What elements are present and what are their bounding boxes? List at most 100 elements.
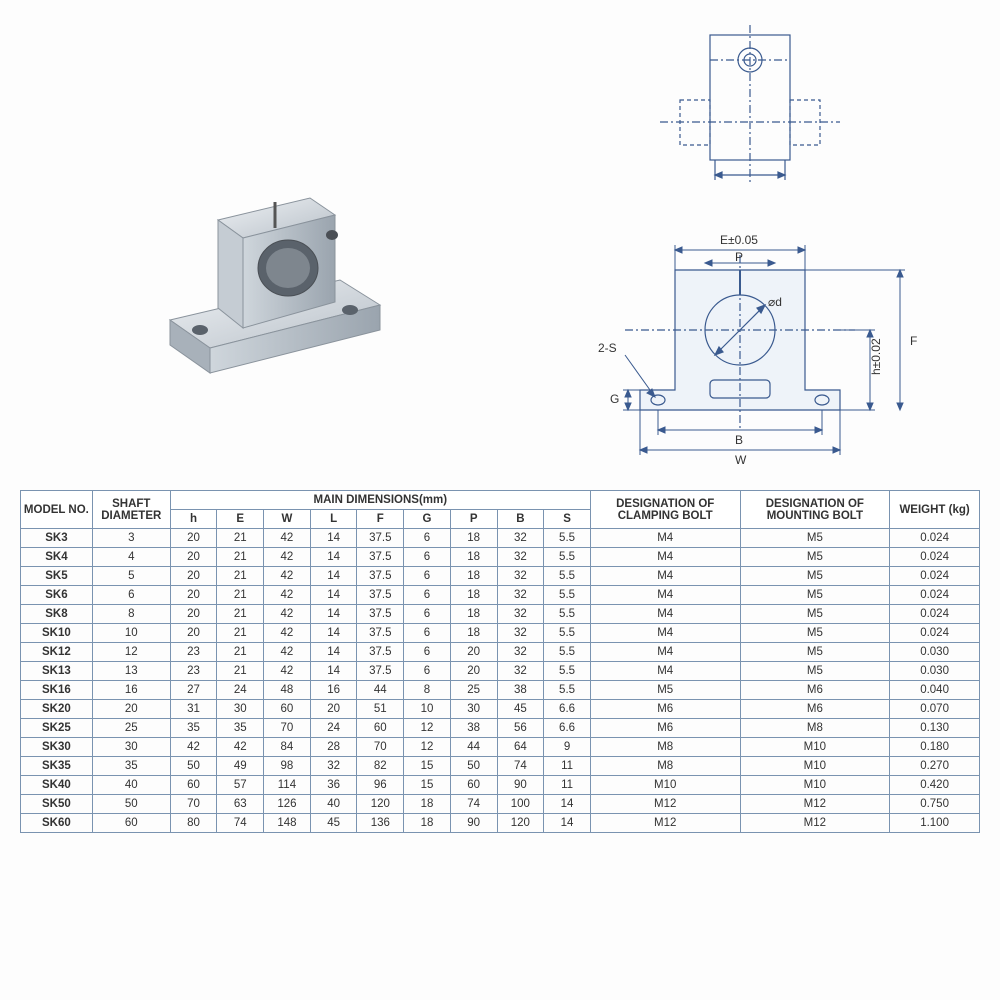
table-cell: SK12 xyxy=(21,643,93,662)
table-cell: 51 xyxy=(357,700,404,719)
table-cell: SK3 xyxy=(21,529,93,548)
table-cell: 45 xyxy=(497,700,544,719)
col-dim-F: F xyxy=(357,510,404,529)
dim-label-P: P xyxy=(735,250,743,264)
dim-label-G: G xyxy=(610,392,619,406)
table-cell: 18 xyxy=(450,567,497,586)
table-cell: 42 xyxy=(264,548,311,567)
table-cell: 3 xyxy=(92,529,170,548)
technical-drawings: E±0.05 P 2-S G B W h±0.02 F ⌀d xyxy=(520,20,980,470)
table-cell: 45 xyxy=(310,814,357,833)
table-cell: M4 xyxy=(590,643,740,662)
table-cell: 18 xyxy=(404,814,451,833)
table-cell: 6 xyxy=(404,624,451,643)
table-cell: M5 xyxy=(740,643,890,662)
table-cell: 0.070 xyxy=(890,700,980,719)
table-cell: 37.5 xyxy=(357,567,404,586)
table-cell: 6.6 xyxy=(544,700,591,719)
table-cell: SK5 xyxy=(21,567,93,586)
table-cell: 48 xyxy=(264,681,311,700)
top-view-drawing xyxy=(640,20,860,190)
table-cell: M12 xyxy=(740,814,890,833)
table-cell: 11 xyxy=(544,776,591,795)
table-cell: 100 xyxy=(497,795,544,814)
table-cell: 8 xyxy=(92,605,170,624)
table-cell: 32 xyxy=(497,567,544,586)
col-dim-h: h xyxy=(170,510,217,529)
table-cell: 20 xyxy=(170,624,217,643)
table-cell: 6 xyxy=(92,586,170,605)
table-cell: M4 xyxy=(590,662,740,681)
table-cell: 16 xyxy=(92,681,170,700)
table-cell: 8 xyxy=(404,681,451,700)
table-cell: 5.5 xyxy=(544,529,591,548)
table-cell: 40 xyxy=(310,795,357,814)
table-cell: SK16 xyxy=(21,681,93,700)
table-cell: M12 xyxy=(740,795,890,814)
table-cell: 12 xyxy=(404,719,451,738)
table-cell: M4 xyxy=(590,624,740,643)
table-cell: 27 xyxy=(170,681,217,700)
table-cell: 70 xyxy=(170,795,217,814)
table-cell: 6 xyxy=(404,605,451,624)
table-cell: 35 xyxy=(92,757,170,776)
table-cell: SK30 xyxy=(21,738,93,757)
table-cell: 31 xyxy=(170,700,217,719)
table-cell: 15 xyxy=(404,776,451,795)
table-cell: M4 xyxy=(590,605,740,624)
table-cell: M5 xyxy=(740,529,890,548)
table-cell: 42 xyxy=(264,586,311,605)
table-cell: 16 xyxy=(310,681,357,700)
table-cell: 32 xyxy=(497,643,544,662)
table-cell: 18 xyxy=(450,605,497,624)
table-cell: SK35 xyxy=(21,757,93,776)
table-cell: SK25 xyxy=(21,719,93,738)
table-cell: 82 xyxy=(357,757,404,776)
col-mount: DESIGNATION OF MOUNTING BOLT xyxy=(740,491,890,529)
dim-label-F: F xyxy=(910,334,917,348)
table-cell: 20 xyxy=(450,643,497,662)
table-cell: M5 xyxy=(740,548,890,567)
table-row: SK552021421437.5618325.5M4M50.024 xyxy=(21,567,980,586)
table-cell: 5.5 xyxy=(544,548,591,567)
table-cell: 20 xyxy=(170,605,217,624)
table-cell: M8 xyxy=(590,757,740,776)
table-cell: M6 xyxy=(590,719,740,738)
table-cell: 5 xyxy=(92,567,170,586)
dim-label-phi: ⌀d xyxy=(768,295,782,309)
dim-label-W: W xyxy=(735,453,747,467)
table-cell: 0.420 xyxy=(890,776,980,795)
table-cell: 14 xyxy=(544,795,591,814)
table-row: SK332021421437.5618325.5M4M50.024 xyxy=(21,529,980,548)
table-cell: 6 xyxy=(404,548,451,567)
table-cell: 37.5 xyxy=(357,605,404,624)
table-cell: 6 xyxy=(404,662,451,681)
dim-label-B: B xyxy=(735,433,743,447)
table-cell: 21 xyxy=(217,586,264,605)
table-cell: 37.5 xyxy=(357,586,404,605)
table-row: SK40406057114369615609011M10M100.420 xyxy=(21,776,980,795)
front-view-drawing: E±0.05 P 2-S G B W h±0.02 F ⌀d xyxy=(580,230,930,470)
table-cell: 74 xyxy=(497,757,544,776)
table-cell: M12 xyxy=(590,795,740,814)
table-cell: 15 xyxy=(404,757,451,776)
table-row: SK252535357024601238566.6M6M80.130 xyxy=(21,719,980,738)
table-cell: 32 xyxy=(497,586,544,605)
table-cell: M6 xyxy=(740,681,890,700)
table-cell: 23 xyxy=(170,643,217,662)
table-cell: 40 xyxy=(92,776,170,795)
table-cell: 44 xyxy=(357,681,404,700)
table-cell: 0.024 xyxy=(890,624,980,643)
table-cell: M6 xyxy=(740,700,890,719)
table-cell: 74 xyxy=(217,814,264,833)
table-cell: SK8 xyxy=(21,605,93,624)
table-cell: 98 xyxy=(264,757,311,776)
table-cell: 5.5 xyxy=(544,624,591,643)
table-cell: SK60 xyxy=(21,814,93,833)
table-row: SK303042428428701244649M8M100.180 xyxy=(21,738,980,757)
table-cell: 50 xyxy=(170,757,217,776)
dim-label-S: 2-S xyxy=(598,341,617,355)
table-cell: 30 xyxy=(217,700,264,719)
table-cell: 57 xyxy=(217,776,264,795)
table-cell: 0.024 xyxy=(890,567,980,586)
